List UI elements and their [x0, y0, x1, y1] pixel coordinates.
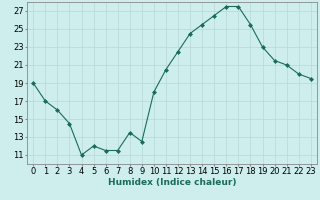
X-axis label: Humidex (Indice chaleur): Humidex (Indice chaleur)	[108, 178, 236, 187]
